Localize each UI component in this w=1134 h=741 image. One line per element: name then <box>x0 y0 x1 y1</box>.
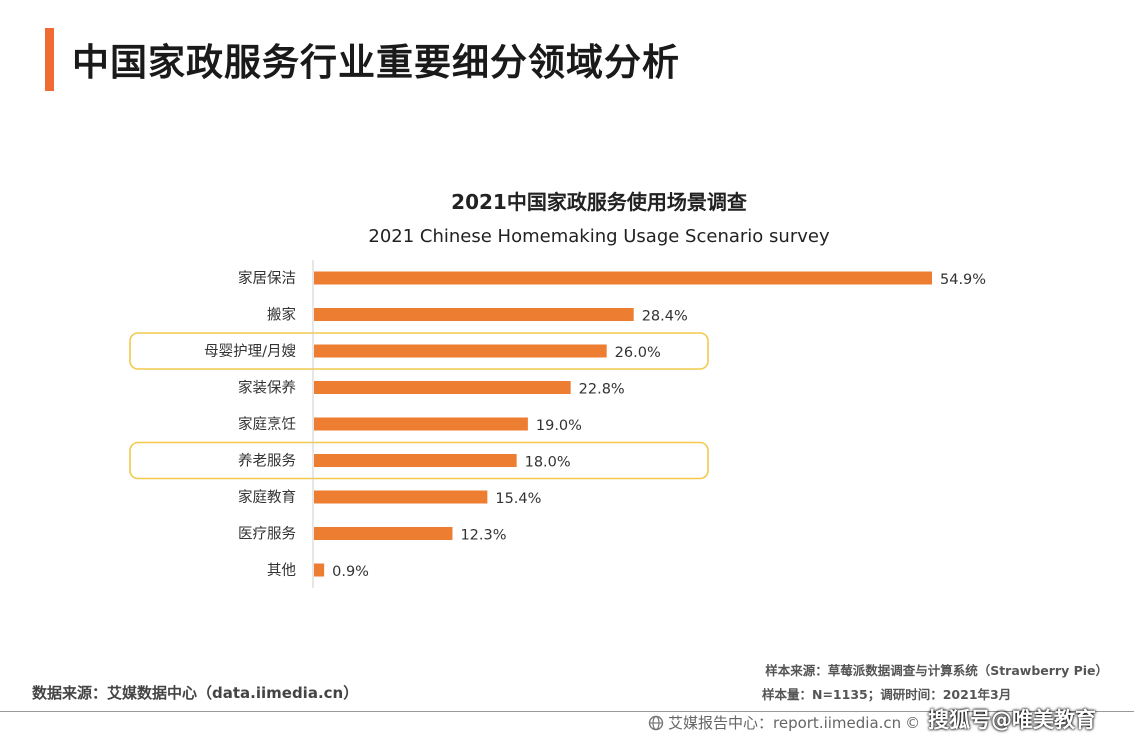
bar <box>314 454 517 467</box>
report-center: 艾媒报告中心：report.iimedia.cn © <box>648 712 920 733</box>
bar <box>314 271 932 285</box>
data-source: 数据来源：艾媒数据中心（data.iimedia.cn） <box>32 684 359 702</box>
bar <box>314 381 571 394</box>
chart-title: 2021中国家政服务使用场景调查 <box>451 190 747 214</box>
watermark: 搜狐号@唯美教育 <box>928 708 1096 732</box>
data-label: 54.9% <box>940 272 986 288</box>
sample-size: 样本量：N=1135；调研时间：2021年3月 <box>762 687 1012 702</box>
bar <box>314 308 634 321</box>
highlight-box <box>129 441 709 480</box>
data-label: 12.3% <box>460 528 506 544</box>
data-label: 22.8% <box>579 382 625 398</box>
category-label: 家庭烹饪 <box>238 415 296 433</box>
category-label: 家居保洁 <box>238 270 296 287</box>
bar <box>314 417 528 431</box>
data-label: 18.0% <box>525 455 571 471</box>
page-title: 中国家政服务行业重要细分领域分析 <box>72 41 680 84</box>
data-label: 26.0% <box>615 345 661 361</box>
sample-source: 样本来源：草莓派数据调查与计算系统（Strawberry Pie） <box>765 663 1108 678</box>
chart-subtitle: 2021 Chinese Homemaking Usage Scenario s… <box>368 226 830 247</box>
category-label: 母婴护理/月嫂 <box>204 343 296 360</box>
data-label: 0.9% <box>332 564 369 580</box>
category-label: 养老服务 <box>238 453 296 470</box>
bar <box>314 527 453 540</box>
category-label: 其他 <box>267 562 296 579</box>
globe-icon <box>648 715 664 730</box>
bar <box>314 490 488 504</box>
report-site: 艾媒报告中心：report.iimedia.cn <box>668 714 902 732</box>
copyright-symbol: © <box>905 713 921 732</box>
highlight-box <box>129 332 709 370</box>
title-accent-bar <box>45 28 54 91</box>
bar <box>314 344 607 358</box>
category-label: 家庭教育 <box>238 489 296 506</box>
bar <box>314 563 325 577</box>
footer-divider <box>0 711 1134 712</box>
data-label: 15.4% <box>495 491 541 507</box>
category-label: 搬家 <box>267 307 296 324</box>
data-label: 28.4% <box>642 309 688 325</box>
data-label: 19.0% <box>536 418 582 434</box>
category-label: 家装保养 <box>238 380 296 397</box>
category-label: 医疗服务 <box>238 526 296 543</box>
